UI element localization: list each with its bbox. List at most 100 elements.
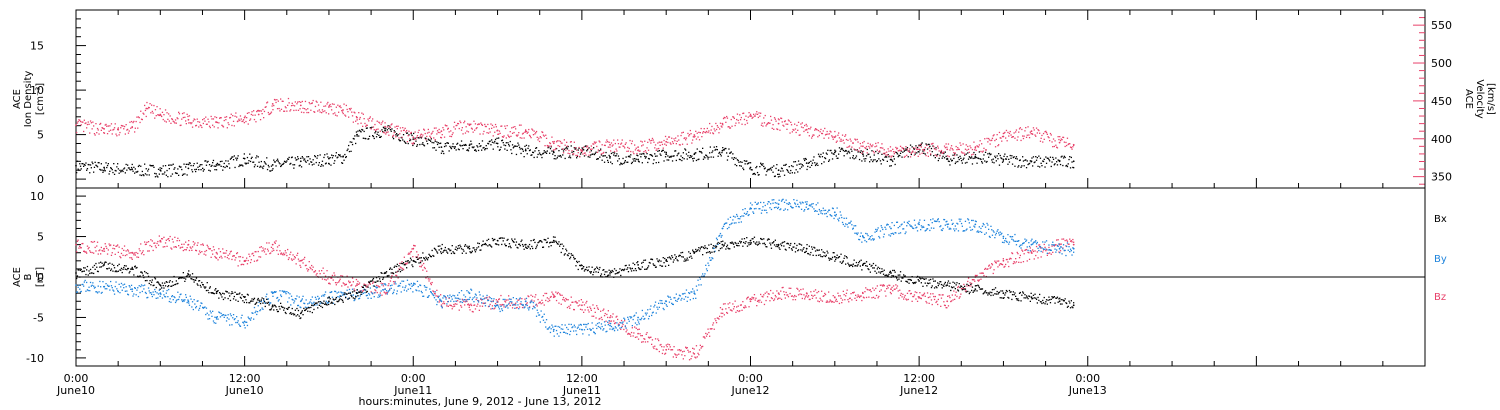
data-point (620, 326, 623, 329)
data-point (276, 158, 279, 160)
data-point (686, 300, 688, 302)
data-point (211, 164, 213, 167)
data-point (486, 296, 488, 299)
data-point (284, 161, 286, 163)
data-point (323, 295, 325, 297)
data-point (777, 118, 780, 120)
data-point (723, 116, 725, 119)
data-point (544, 151, 546, 154)
data-point (229, 313, 232, 315)
data-point (393, 131, 395, 134)
data-point (351, 284, 353, 286)
data-point (716, 149, 718, 151)
data-point (515, 145, 517, 147)
data-point (683, 350, 685, 352)
data-point (585, 145, 587, 147)
data-point (348, 281, 351, 284)
data-point (129, 168, 131, 171)
data-point (902, 151, 904, 153)
data-point-anchor (974, 155, 977, 158)
data-point (380, 123, 382, 126)
data-point (677, 298, 679, 300)
data-point (215, 257, 218, 259)
data-point (171, 173, 174, 175)
data-point (722, 124, 724, 126)
data-point (324, 278, 326, 281)
data-point (494, 304, 496, 307)
data-point (1035, 254, 1037, 257)
data-point (1005, 158, 1008, 160)
data-point (499, 310, 501, 313)
data-point (1062, 157, 1065, 159)
data-point (690, 291, 692, 293)
data-point (1068, 143, 1070, 145)
data-point (76, 172, 78, 174)
data-point (419, 136, 421, 138)
data-point (681, 132, 683, 134)
data-point (753, 297, 755, 299)
data-point (658, 339, 660, 342)
data-point (349, 281, 351, 283)
data-point (361, 128, 363, 131)
data-point (627, 318, 630, 320)
data-point (1048, 137, 1050, 139)
data-point (362, 137, 364, 139)
data-point (245, 321, 247, 323)
data-point (838, 137, 841, 139)
data-point (345, 283, 347, 285)
data-point (280, 253, 282, 255)
data-point (295, 159, 297, 161)
data-point (632, 158, 634, 160)
data-point (672, 155, 674, 157)
data-point (110, 285, 113, 287)
data-point (447, 128, 449, 130)
data-point (797, 121, 800, 123)
data-point (444, 296, 446, 298)
data-point (1069, 167, 1072, 169)
data-point (422, 269, 424, 271)
data-point (386, 291, 388, 294)
data-point (1051, 245, 1053, 247)
data-point (592, 153, 594, 155)
data-point (396, 271, 398, 273)
data-point (624, 143, 626, 145)
data-point (807, 296, 809, 298)
data-point (567, 152, 569, 154)
data-point (100, 163, 102, 165)
data-point (738, 310, 740, 313)
data-point (379, 292, 381, 294)
data-point (491, 298, 493, 300)
data-point (261, 113, 263, 115)
data-point (547, 146, 549, 148)
data-point (969, 282, 971, 284)
data-point (588, 334, 590, 336)
data-point (869, 161, 871, 163)
data-point (746, 298, 748, 300)
data-point (950, 145, 953, 147)
data-point (362, 129, 364, 131)
data-point (280, 165, 282, 168)
data-point (583, 146, 585, 148)
data-point (845, 150, 848, 152)
data-point (1011, 252, 1013, 254)
data-point (163, 236, 165, 238)
data-point (430, 133, 432, 135)
data-point (619, 321, 621, 324)
data-point (419, 136, 422, 138)
data-point (875, 294, 878, 297)
data-point (724, 222, 726, 225)
data-point (112, 247, 114, 250)
data-point (787, 119, 790, 121)
data-point (453, 305, 456, 307)
data-point (814, 162, 816, 164)
data-point (235, 157, 237, 159)
data-point (926, 302, 928, 304)
data-point (817, 164, 819, 166)
data-point-anchor (384, 129, 386, 132)
data-point (191, 246, 194, 248)
data-point (869, 147, 871, 149)
data-point (168, 238, 170, 240)
data-point (562, 298, 564, 301)
data-point-anchor (552, 151, 555, 154)
data-point (217, 318, 219, 320)
